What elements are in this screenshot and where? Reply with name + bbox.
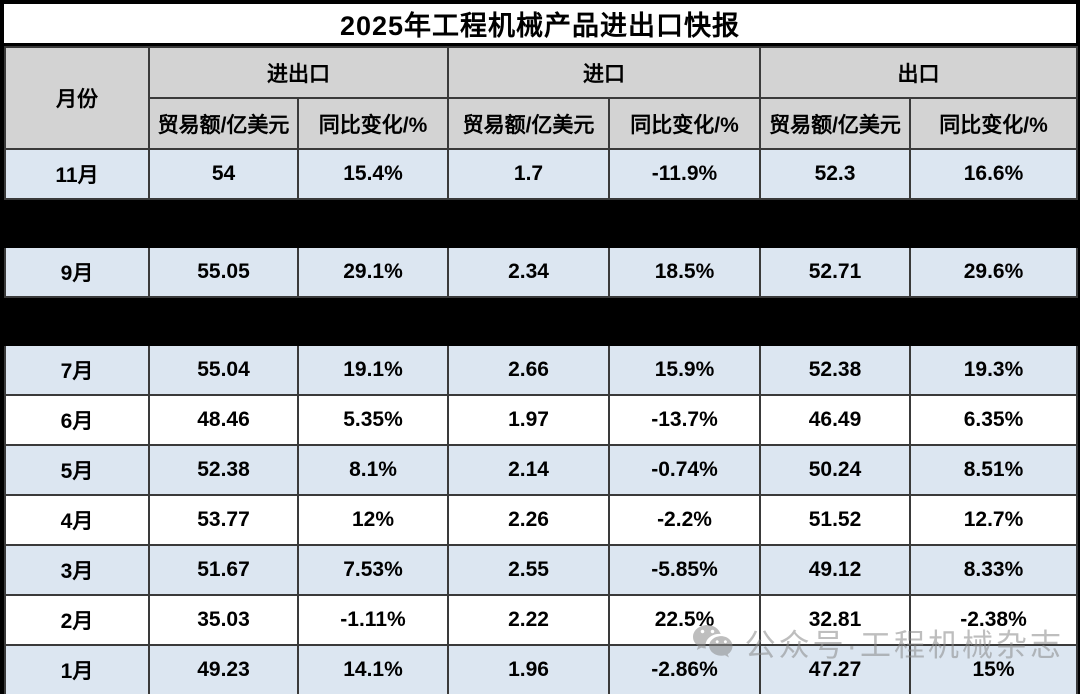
header-month: 月份 — [4, 46, 150, 150]
data-cell: 2.55 — [447, 544, 610, 596]
data-cell: 29.1% — [297, 246, 449, 298]
data-cell: 47.27 — [759, 644, 911, 694]
data-cell: 8.1% — [297, 444, 449, 496]
data-cell: 1.97 — [447, 394, 610, 446]
data-cell: -2.86% — [608, 644, 761, 694]
redacted-bar — [4, 198, 1078, 248]
table-row: 7月 55.04 19.1% 2.66 15.9% 52.38 19.3% — [4, 344, 1078, 396]
data-cell: 1.7 — [447, 148, 610, 200]
month-cell: 9月 — [4, 246, 150, 298]
header-group-export: 出口 — [759, 46, 1078, 99]
page-title: 2025年工程机械产品进出口快报 — [339, 11, 741, 41]
month-cell: 11月 — [4, 148, 150, 200]
data-cell: 46.49 — [759, 394, 911, 446]
month-cell: 4月 — [4, 494, 150, 546]
month-cell: 5月 — [4, 444, 150, 496]
data-cell: 49.23 — [148, 644, 299, 694]
data-cell: -1.11% — [297, 594, 449, 646]
data-cell: -2.2% — [608, 494, 761, 546]
month-cell: 3月 — [4, 544, 150, 596]
data-cell: -13.7% — [608, 394, 761, 446]
table-row: 5月 52.38 8.1% 2.14 -0.74% 50.24 8.51% — [4, 444, 1078, 496]
data-cell: 19.3% — [909, 344, 1078, 396]
data-cell: -11.9% — [608, 148, 761, 200]
data-cell: 55.04 — [148, 344, 299, 396]
data-cell: 35.03 — [148, 594, 299, 646]
month-cell: 7月 — [4, 344, 150, 396]
data-cell: 2.14 — [447, 444, 610, 496]
table-body: 11月 54 15.4% 1.7 -11.9% 52.3 16.6% 9月 55.05 29.1%… — [4, 148, 1078, 694]
data-cell: 32.81 — [759, 594, 911, 646]
redacted-row — [4, 198, 1078, 248]
data-cell: 54 — [148, 148, 299, 200]
data-cell: -2.38% — [909, 594, 1078, 646]
data-cell: 2.66 — [447, 344, 610, 396]
data-cell: 15.9% — [608, 344, 761, 396]
header-group-row: 月份 进出口 进口 出口 — [4, 46, 1078, 150]
data-cell: 22.5% — [608, 594, 761, 646]
data-cell: -5.85% — [608, 544, 761, 596]
data-cell: 6.35% — [909, 394, 1078, 446]
data-cell: 12% — [297, 494, 449, 546]
table-row: 4月 53.77 12% 2.26 -2.2% 51.52 12.7% — [4, 494, 1078, 546]
data-cell: -0.74% — [608, 444, 761, 496]
data-cell: 52.38 — [759, 344, 911, 396]
table-header: 月份 进出口 进口 出口 贸易额/亿美元 同比变化/% 贸易额/亿美元 同比变化… — [4, 46, 1078, 150]
data-cell: 5.35% — [297, 394, 449, 446]
import-export-table: 月份 进出口 进口 出口 贸易额/亿美元 同比变化/% 贸易额/亿美元 同比变化… — [4, 46, 1078, 694]
table-row: 6月 48.46 5.35% 1.97 -13.7% 46.49 6.35% — [4, 394, 1078, 446]
header-sub-row: 贸易额/亿美元 同比变化/% 贸易额/亿美元 同比变化/% 贸易额/亿美元 同比… — [5, 97, 1078, 150]
data-cell: 8.33% — [909, 544, 1078, 596]
month-cell: 1月 — [4, 644, 150, 694]
table-row: 3月 51.67 7.53% 2.55 -5.85% 49.12 8.33% — [4, 544, 1078, 596]
data-cell: 55.05 — [148, 246, 299, 298]
data-cell: 52.38 — [148, 444, 299, 496]
header-import-value: 贸易额/亿美元 — [447, 97, 610, 150]
header-export-yoy: 同比变化/% — [909, 97, 1078, 150]
data-cell: 7.53% — [297, 544, 449, 596]
table-row: 2月 35.03 -1.11% 2.22 22.5% 32.81 -2.38% — [4, 594, 1078, 646]
title-bar: 2025年工程机械产品进出口快报 — [4, 4, 1076, 46]
data-cell: 2.26 — [447, 494, 610, 546]
header-group-total: 进出口 — [148, 46, 449, 99]
table-row: 1月 49.23 14.1% 1.96 -2.86% 47.27 15% — [4, 644, 1078, 694]
data-cell: 1.96 — [447, 644, 610, 694]
data-cell: 48.46 — [148, 394, 299, 446]
data-cell: 53.77 — [148, 494, 299, 546]
data-cell: 51.52 — [759, 494, 911, 546]
data-cell: 12.7% — [909, 494, 1078, 546]
table-row: 11月 54 15.4% 1.7 -11.9% 52.3 16.6% — [4, 148, 1078, 200]
header-export-value: 贸易额/亿美元 — [759, 97, 911, 150]
month-cell: 2月 — [4, 594, 150, 646]
data-cell: 8.51% — [909, 444, 1078, 496]
data-cell: 2.34 — [447, 246, 610, 298]
data-cell: 52.71 — [759, 246, 911, 298]
month-cell: 6月 — [4, 394, 150, 446]
data-cell: 15% — [909, 644, 1078, 694]
data-cell: 15.4% — [297, 148, 449, 200]
table-row: 9月 55.05 29.1% 2.34 18.5% 52.71 29.6% — [4, 246, 1078, 298]
data-cell: 18.5% — [608, 246, 761, 298]
header-group-import: 进口 — [447, 46, 761, 99]
redacted-bar — [4, 296, 1078, 346]
redacted-row — [4, 296, 1078, 346]
data-cell: 49.12 — [759, 544, 911, 596]
data-cell: 51.67 — [148, 544, 299, 596]
data-cell: 16.6% — [909, 148, 1078, 200]
header-import-yoy: 同比变化/% — [608, 97, 761, 150]
header-total-value: 贸易额/亿美元 — [148, 97, 299, 150]
data-cell: 50.24 — [759, 444, 911, 496]
data-cell: 19.1% — [297, 344, 449, 396]
data-cell: 29.6% — [909, 246, 1078, 298]
data-cell: 2.22 — [447, 594, 610, 646]
data-cell: 52.3 — [759, 148, 911, 200]
header-total-yoy: 同比变化/% — [297, 97, 449, 150]
data-cell: 14.1% — [297, 644, 449, 694]
